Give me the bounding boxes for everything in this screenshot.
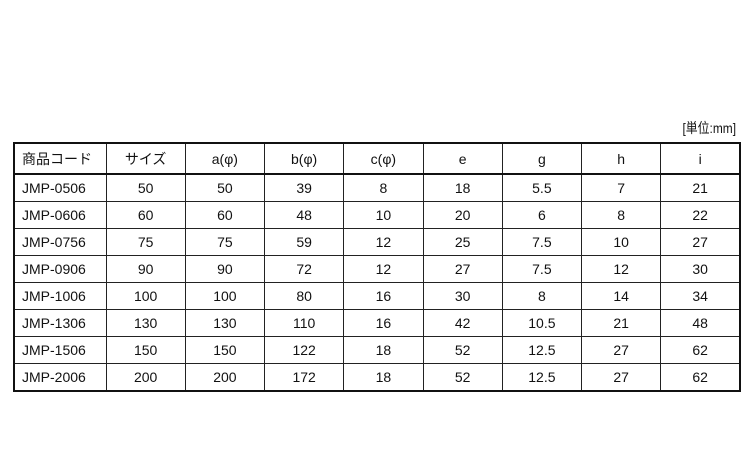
product-code-cell: JMP-1006 xyxy=(13,282,107,310)
column-header: h xyxy=(580,142,662,175)
table-cell: 27 xyxy=(580,363,662,392)
table-cell: 18 xyxy=(422,173,503,202)
table-cell: 59 xyxy=(263,228,345,256)
product-code-cell: JMP-2006 xyxy=(13,363,107,392)
column-header: i xyxy=(660,142,741,175)
table-cell: 25 xyxy=(422,228,503,256)
table-row: JMP-1306 130 130 110 16 42 10.5 21 48 xyxy=(13,309,741,337)
table-cell: 12 xyxy=(343,255,424,283)
table-cell: 34 xyxy=(660,282,741,310)
product-code-cell: JMP-0756 xyxy=(13,228,107,256)
table-cell: 110 xyxy=(263,309,345,337)
table-cell: 6 xyxy=(501,201,583,229)
table-cell: 18 xyxy=(343,336,424,364)
column-header: a(φ) xyxy=(184,142,266,175)
table-cell: 39 xyxy=(263,173,345,202)
table-cell: 122 xyxy=(263,336,345,364)
table-cell: 80 xyxy=(263,282,345,310)
table-cell: 7 xyxy=(580,173,662,202)
table-cell: 16 xyxy=(343,309,424,337)
table-cell: 100 xyxy=(184,282,266,310)
table-row: JMP-2006 200 200 172 18 52 12.5 27 62 xyxy=(13,363,741,392)
table-cell: 8 xyxy=(580,201,662,229)
table-cell: 50 xyxy=(184,173,266,202)
table-cell: 30 xyxy=(660,255,741,283)
table-row: JMP-0506 50 50 39 8 18 5.5 7 21 xyxy=(13,173,741,202)
table-cell: 21 xyxy=(580,309,662,337)
table-cell: 12.5 xyxy=(501,363,583,392)
table-cell: 5.5 xyxy=(501,173,583,202)
table-row: JMP-1506 150 150 122 18 52 12.5 27 62 xyxy=(13,336,741,364)
table-cell: 7.5 xyxy=(501,228,583,256)
table-cell: 62 xyxy=(660,363,741,392)
unit-label: [単位:mm] xyxy=(682,120,736,136)
table-cell: 27 xyxy=(660,228,741,256)
table-cell: 21 xyxy=(660,173,741,202)
product-code-cell: JMP-0906 xyxy=(13,255,107,283)
table-cell: 8 xyxy=(343,173,424,202)
table-row: JMP-0756 75 75 59 12 25 7.5 10 27 xyxy=(13,228,741,256)
table-cell: 75 xyxy=(105,228,186,256)
table-cell: 10.5 xyxy=(501,309,583,337)
table-cell: 7.5 xyxy=(501,255,583,283)
table-cell: 30 xyxy=(422,282,503,310)
table-cell: 100 xyxy=(105,282,186,310)
table-cell: 18 xyxy=(343,363,424,392)
table-cell: 50 xyxy=(105,173,186,202)
table-cell: 8 xyxy=(501,282,583,310)
table-row: JMP-1006 100 100 80 16 30 8 14 34 xyxy=(13,282,741,310)
table-cell: 52 xyxy=(422,363,503,392)
table-cell: 12.5 xyxy=(501,336,583,364)
table-cell: 62 xyxy=(660,336,741,364)
table-cell: 27 xyxy=(580,336,662,364)
column-header: e xyxy=(422,142,503,175)
table-cell: 150 xyxy=(105,336,186,364)
column-header: 商品コード xyxy=(13,142,107,175)
table-cell: 130 xyxy=(184,309,266,337)
table-cell: 72 xyxy=(263,255,345,283)
table-cell: 172 xyxy=(263,363,345,392)
table-cell: 48 xyxy=(660,309,741,337)
table-cell: 90 xyxy=(105,255,186,283)
table-cell: 10 xyxy=(343,201,424,229)
product-code-cell: JMP-0506 xyxy=(13,173,107,202)
column-header: c(φ) xyxy=(343,142,424,175)
table-cell: 75 xyxy=(184,228,266,256)
table-cell: 20 xyxy=(422,201,503,229)
table-cell: 52 xyxy=(422,336,503,364)
product-code-cell: JMP-1506 xyxy=(13,336,107,364)
table-cell: 60 xyxy=(184,201,266,229)
table-cell: 22 xyxy=(660,201,741,229)
column-header: b(φ) xyxy=(263,142,345,175)
table-cell: 14 xyxy=(580,282,662,310)
table-row: JMP-0606 60 60 48 10 20 6 8 22 xyxy=(13,201,741,229)
table-cell: 150 xyxy=(184,336,266,364)
product-code-cell: JMP-0606 xyxy=(13,201,107,229)
table-cell: 10 xyxy=(580,228,662,256)
table-cell: 27 xyxy=(422,255,503,283)
table-cell: 48 xyxy=(263,201,345,229)
spec-table: 商品コード サイズ a(φ) b(φ) c(φ) e g h i JMP-0506 50 50 39 8… xyxy=(13,142,741,392)
table-header-row: 商品コード サイズ a(φ) b(φ) c(φ) e g h i xyxy=(13,142,741,175)
table-cell: 130 xyxy=(105,309,186,337)
table-cell: 42 xyxy=(422,309,503,337)
column-header: g xyxy=(501,142,583,175)
column-header: サイズ xyxy=(105,142,186,175)
table-row: JMP-0906 90 90 72 12 27 7.5 12 30 xyxy=(13,255,741,283)
table-cell: 200 xyxy=(105,363,186,392)
product-code-cell: JMP-1306 xyxy=(13,309,107,337)
table-cell: 90 xyxy=(184,255,266,283)
table-cell: 200 xyxy=(184,363,266,392)
table-cell: 12 xyxy=(580,255,662,283)
table-cell: 12 xyxy=(343,228,424,256)
table-cell: 60 xyxy=(105,201,186,229)
table-cell: 16 xyxy=(343,282,424,310)
